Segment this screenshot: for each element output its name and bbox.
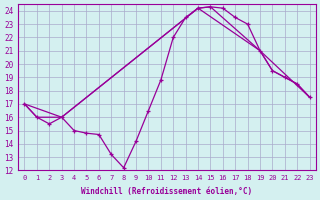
X-axis label: Windchill (Refroidissement éolien,°C): Windchill (Refroidissement éolien,°C) <box>82 187 252 196</box>
